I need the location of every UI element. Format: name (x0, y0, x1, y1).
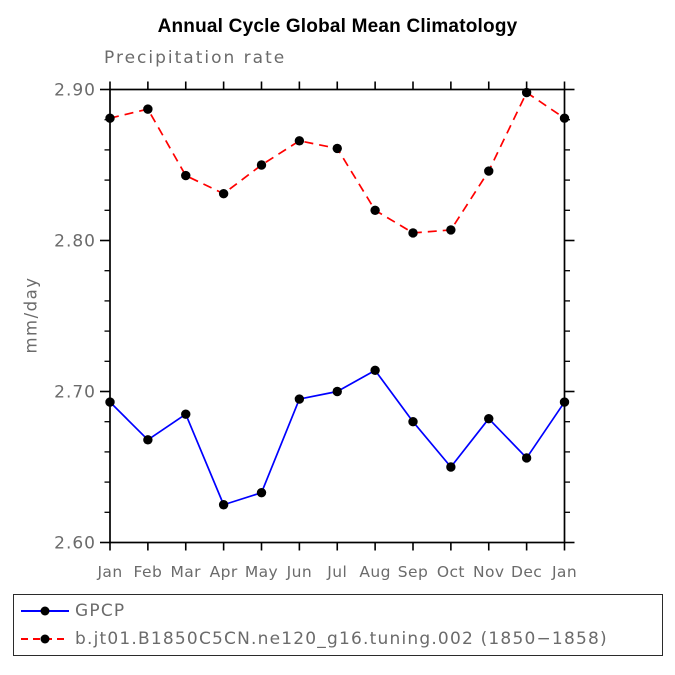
data-point-marker-1 (332, 143, 342, 154)
data-point-marker-0 (446, 462, 456, 472)
data-point-marker-0 (218, 500, 229, 510)
legend-item-gpcp: GPCP (19, 597, 660, 625)
data-point-marker-0 (484, 413, 494, 424)
x-tick-label: Dec (511, 563, 542, 581)
data-point-marker-0 (521, 453, 532, 463)
data-point-marker-1 (218, 188, 229, 199)
x-tick-label: Aug (359, 563, 390, 581)
data-point-marker-1 (408, 228, 418, 238)
y-tick-label: 2.70 (54, 383, 96, 403)
data-point-marker-0 (181, 409, 191, 419)
data-point-marker-1 (559, 113, 570, 123)
data-point-marker-1 (484, 166, 494, 176)
data-point-marker-0 (370, 365, 380, 376)
y-tick-label: 2.60 (54, 534, 96, 554)
data-point-marker-0 (294, 394, 305, 404)
x-tick-label: Sep (398, 563, 428, 581)
legend-label-gpcp: GPCP (75, 600, 126, 621)
x-tick-label: Jan (551, 563, 577, 581)
data-point-marker-1 (294, 136, 305, 146)
data-point-marker-0 (256, 487, 267, 498)
x-tick-label: Jan (96, 563, 122, 581)
data-point-marker-1 (446, 225, 456, 235)
data-point-marker-0 (408, 417, 418, 427)
data-point-marker-1 (370, 205, 380, 215)
data-point-marker-0 (143, 435, 153, 445)
data-point-marker-1 (105, 113, 115, 123)
legend-line-model-icon (21, 634, 69, 644)
legend: GPCP b.jt01.B1850C5CN.ne120_g16.tuning.0… (13, 594, 663, 656)
y-tick-label: 2.80 (54, 232, 96, 252)
data-point-marker-1 (521, 87, 532, 98)
series-line-1 (109, 91, 565, 234)
x-tick-label: Apr (210, 563, 238, 581)
chart-title: Annual Cycle Global Mean Climatology (157, 16, 518, 37)
data-point-marker-1 (143, 104, 153, 114)
legend-item-model: b.jt01.B1850C5CN.ne120_g16.tuning.002 (1… (19, 625, 660, 653)
legend-label-model: b.jt01.B1850C5CN.ne120_g16.tuning.002 (1… (75, 629, 608, 650)
x-tick-label: Feb (134, 563, 163, 581)
y-tick-label: 2.90 (54, 81, 96, 101)
data-point-marker-0 (559, 397, 570, 407)
data-point-marker-1 (256, 160, 267, 170)
x-tick-label: May (245, 563, 278, 581)
x-tick-label: Mar (171, 563, 202, 581)
data-point-marker-0 (332, 386, 342, 397)
data-point-marker-0 (105, 397, 115, 407)
x-tick-label: Oct (437, 563, 465, 581)
chart-subtitle: Precipitation rate (104, 48, 287, 68)
x-tick-label: Nov (473, 563, 504, 581)
data-point-marker-1 (181, 170, 191, 181)
x-tick-label: Jun (286, 563, 312, 581)
plot-border (109, 88, 566, 544)
legend-line-gpcp-icon (21, 606, 69, 616)
x-tick-label: Jul (326, 563, 347, 581)
